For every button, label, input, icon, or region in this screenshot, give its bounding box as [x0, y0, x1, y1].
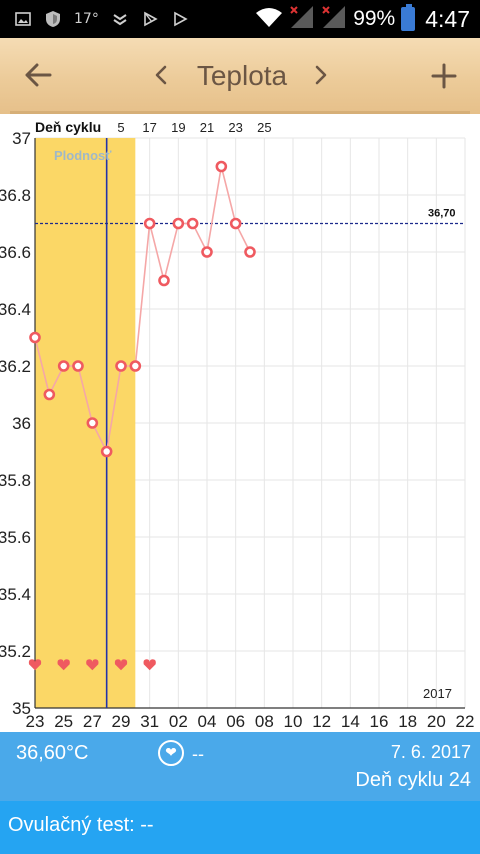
x-tick-label: 22 — [456, 712, 475, 731]
fertility-label: Plodnosť — [54, 148, 112, 163]
chart-top-title: Deň cyklu — [35, 119, 101, 135]
status-left-icons: 17° — [14, 9, 189, 29]
cycle-day-tick-label: 21 — [200, 120, 214, 135]
notification-icon — [111, 10, 129, 28]
chart-canvas[interactable]: Deň cyklu Plodnosť 2017 36,703736.836.63… — [0, 116, 480, 732]
temperature-point[interactable] — [57, 360, 70, 372]
temperature-point[interactable] — [172, 217, 185, 230]
temperature-point[interactable] — [72, 360, 84, 372]
heart-marker — [57, 659, 70, 671]
toolbar: Teplota — [0, 38, 480, 114]
gallery-icon — [14, 10, 32, 28]
intercourse-value: -- — [192, 744, 204, 764]
cycle-day-tick-label: 23 — [228, 120, 242, 135]
shield-icon — [44, 10, 62, 28]
temperature-line — [34, 166, 251, 455]
heart-marker — [86, 659, 99, 671]
y-tick-label: 35.2 — [0, 642, 31, 661]
heart-marker — [143, 659, 156, 671]
heart-marker — [114, 659, 128, 671]
temperature-point[interactable] — [143, 217, 156, 230]
temperature-point[interactable] — [186, 217, 199, 230]
cycle-day-tick-label: 5 — [117, 120, 124, 135]
y-tick-label: 36.4 — [0, 300, 31, 319]
y-tick-label: 35 — [12, 699, 31, 718]
temperature-point[interactable] — [201, 246, 213, 258]
temperature-point[interactable] — [158, 274, 170, 287]
y-tick-label: 36.8 — [0, 186, 31, 205]
x-tick-label: 08 — [255, 712, 274, 731]
x-tick-label: 27 — [83, 712, 102, 731]
wifi-icon — [255, 6, 283, 32]
x-tick-label: 06 — [226, 712, 245, 731]
play-store-icon — [171, 10, 189, 28]
chevron-left-icon — [154, 59, 168, 94]
x-tick-label: 02 — [169, 712, 188, 731]
year-label: 2017 — [423, 686, 452, 701]
x-tick-label: 18 — [398, 712, 417, 731]
heart-icon[interactable]: ❤ — [158, 740, 184, 766]
chevron-right-icon — [314, 59, 328, 94]
cycle-day-tick-label: 25 — [257, 120, 271, 135]
coverline-label: 36,70 — [428, 208, 456, 220]
ovulation-test-panel[interactable]: Ovulačný test: -- — [0, 801, 480, 854]
cycle-day: Deň cyklu 24 — [355, 769, 471, 791]
temperature-point[interactable] — [229, 217, 242, 230]
battery-percent: 99% — [353, 7, 396, 30]
battery-icon — [401, 4, 416, 31]
cycle-day-tick-label: 17 — [142, 120, 156, 135]
day-info-panel[interactable]: 36,60°C ❤ -- 7. 6. 2017 Deň cyklu 24 — [0, 732, 480, 801]
temperature-chart[interactable]: Deň cyklu Plodnosť 2017 36,70 37 36.8 36.6 3… — [0, 116, 480, 732]
page-title: Teplota — [196, 60, 288, 91]
temperature-point[interactable] — [244, 246, 256, 258]
back-button[interactable] — [16, 38, 60, 114]
y-tick-label: 35.8 — [0, 471, 31, 490]
x-tick-label: 31 — [140, 712, 159, 731]
temperature-point[interactable] — [100, 445, 113, 458]
y-tick-label: 36 — [12, 414, 31, 433]
next-button[interactable] — [306, 38, 336, 114]
selected-date: 7. 6. 2017 — [390, 742, 471, 762]
x-tick-label: 10 — [284, 712, 303, 731]
x-tick-label: 23 — [26, 712, 45, 731]
y-tick-label: 36.2 — [0, 357, 31, 376]
y-tick-label: 35.6 — [0, 528, 31, 547]
x-tick-label: 29 — [112, 712, 131, 731]
arrow-left-icon — [24, 56, 52, 96]
temperature-point[interactable] — [129, 360, 142, 372]
temperature-point[interactable] — [215, 160, 228, 173]
x-tick-label: 14 — [341, 712, 360, 731]
temperature-point[interactable] — [29, 331, 41, 344]
weather-temperature: 17° — [74, 11, 99, 27]
previous-button[interactable] — [146, 38, 176, 114]
temperature-point[interactable] — [115, 360, 127, 372]
y-tick-label: 37 — [12, 129, 31, 148]
x-tick-label: 20 — [427, 712, 446, 731]
signal-icon — [321, 5, 347, 33]
status-right: 99% 4:47 — [255, 4, 470, 33]
heart-marker — [28, 659, 42, 671]
temperature-point[interactable] — [86, 417, 99, 429]
add-button[interactable] — [422, 38, 466, 114]
x-tick-label: 12 — [312, 712, 331, 731]
selected-temperature: 36,60°C — [16, 742, 89, 764]
cycle-day-tick-label: 19 — [171, 120, 185, 135]
x-tick-label: 25 — [54, 712, 73, 731]
temperature-point[interactable] — [43, 388, 56, 401]
ovulation-test-label: Ovulačný test: -- — [8, 814, 154, 836]
toolbar-divider — [10, 111, 470, 114]
x-tick-label: 04 — [198, 712, 217, 731]
y-tick-label: 35.4 — [0, 585, 31, 604]
y-tick-label: 36.6 — [0, 243, 31, 262]
status-bar: 17° 99% 4:47 — [0, 0, 480, 38]
clock: 4:47 — [425, 5, 470, 32]
x-tick-label: 16 — [370, 712, 389, 731]
fertility-window — [35, 138, 136, 708]
signal-icon — [289, 5, 315, 33]
plus-icon — [431, 54, 457, 98]
play-store-icon — [141, 10, 159, 28]
